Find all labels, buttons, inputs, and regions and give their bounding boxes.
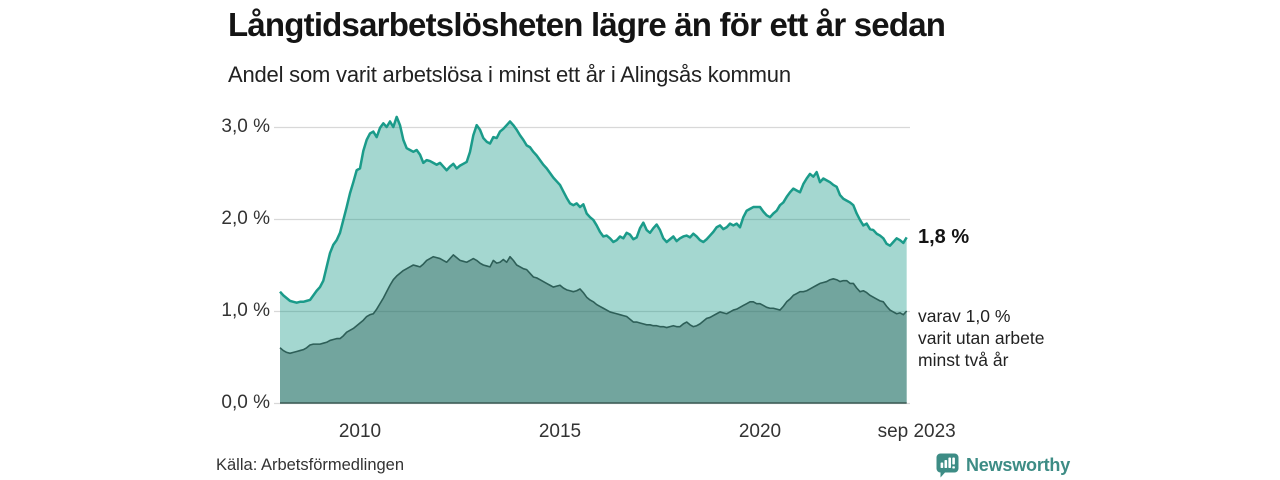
series-layer	[279, 115, 908, 403]
annotation-line-3: minst två år	[918, 350, 1009, 370]
brand-name: Newsworthy	[966, 454, 1071, 475]
exclamation-dot	[952, 465, 955, 468]
series-area-1	[280, 254, 907, 403]
y-tick-2: 2,0 %	[221, 208, 270, 229]
exclamation-bar	[952, 457, 955, 464]
y-tick-3: 3,0 %	[221, 116, 270, 137]
series-end-value-label: 1,8 %	[918, 226, 970, 248]
speech-bubble-shape	[936, 453, 959, 477]
secondary-series-annotation: varav 1,0 % varit utan arbete minst två …	[918, 305, 1044, 371]
x-tick-2015: 2015	[538, 421, 582, 442]
y-tick-1: 1,0 %	[221, 300, 270, 321]
x-tick-2010: 2010	[338, 421, 382, 442]
annotation-line-1: varav 1,0 %	[918, 306, 1011, 326]
x-tick-2020: 2020	[738, 421, 782, 442]
brand-logo: Newsworthy	[936, 452, 1070, 478]
bar-chart-glyph	[940, 457, 955, 468]
page-title: Långtidsarbetslösheten lägre än för ett …	[228, 6, 946, 43]
annotation-line-2: varit utan arbete	[918, 328, 1045, 348]
chart-subtitle: Andel som varit arbetslösa i minst ett å…	[228, 62, 791, 87]
series-area-0	[280, 116, 907, 403]
newsworthy-icon	[936, 453, 959, 477]
source-credit: Källa: Arbetsförmedlingen	[216, 456, 405, 474]
series-line-0	[279, 115, 908, 304]
y-tick-0: 0,0 %	[221, 392, 270, 413]
series-line-1	[279, 254, 908, 355]
x-tick-sep-2023: sep 2023	[877, 421, 956, 442]
